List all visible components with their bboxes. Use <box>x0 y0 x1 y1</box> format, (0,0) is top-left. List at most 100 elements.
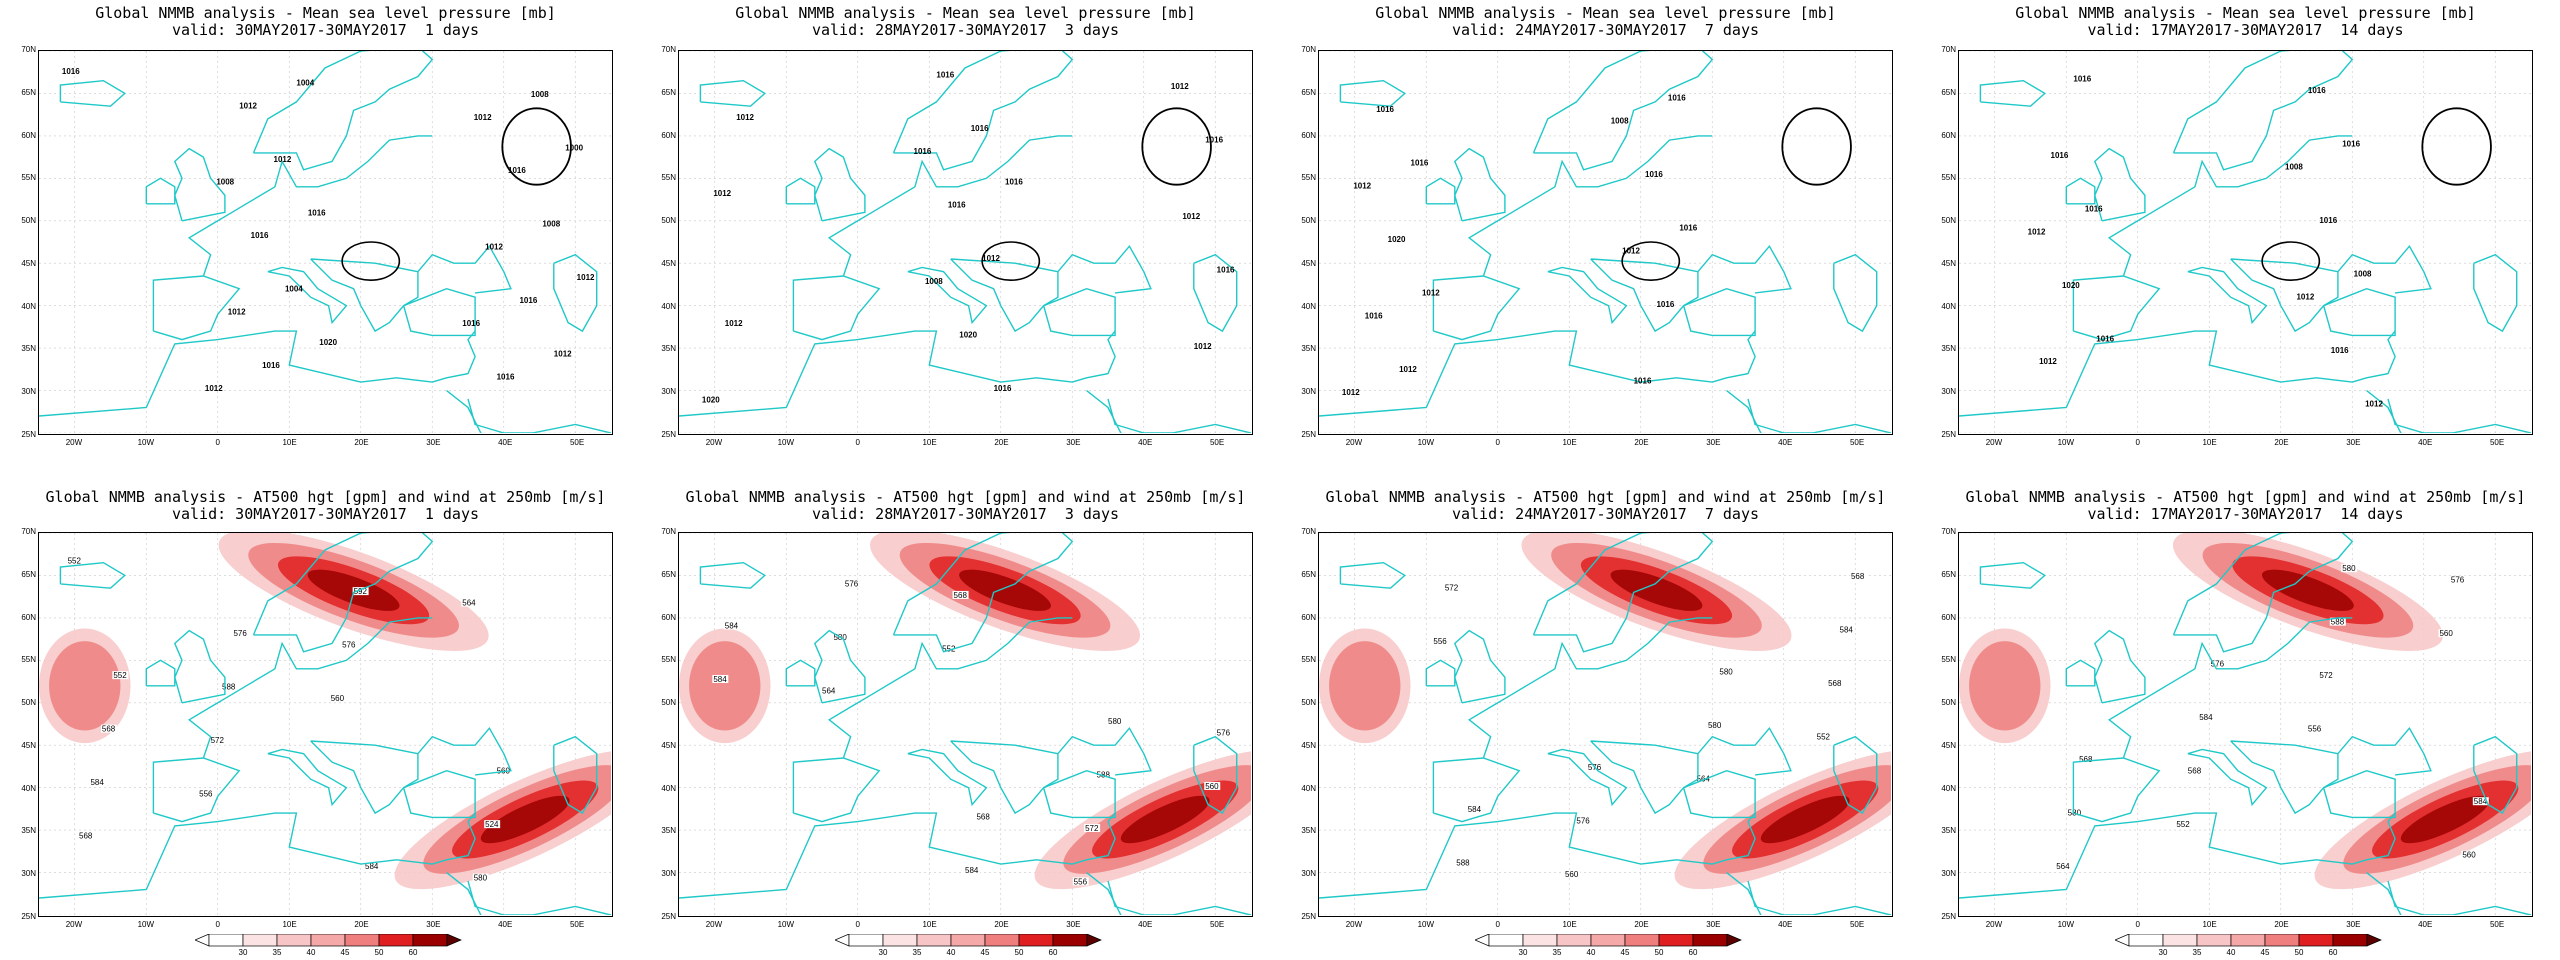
coastline <box>1319 812 1756 899</box>
coastline <box>1432 275 1521 341</box>
label-bg <box>2175 820 2192 829</box>
latitude-tick-label: 45N <box>661 740 676 750</box>
colorbar-swatch <box>1522 933 1558 947</box>
isobar-label: 1012 <box>1399 365 1417 374</box>
colorbar-swatch <box>2196 933 2232 947</box>
isobar-label: 1004 <box>296 78 314 87</box>
coastline <box>2187 748 2268 807</box>
isobar-label: 1000 <box>565 143 583 152</box>
contour-label: 560 <box>2462 851 2476 860</box>
latitude-tick-label: 45N <box>1941 258 1956 268</box>
map-canvas: 552 556 560 564 568 572 576 580 584 588 560 568 576 5… <box>1959 533 2531 915</box>
isobar-label: 1012 <box>1194 342 1212 351</box>
isobar-label: 1020 <box>959 331 977 340</box>
coastline <box>950 258 1059 333</box>
latitude-tick-label: 40N <box>21 783 36 793</box>
latitude-tick-label: 45N <box>21 258 36 268</box>
panel-title: Global NMMB analysis - Mean sea level pr… <box>95 4 556 22</box>
coastline <box>2322 769 2396 819</box>
longitude-tick-label: 30E <box>1066 920 1081 929</box>
map-canvas: 5525565605645685725765805845885765805685… <box>1319 533 1891 915</box>
label-bg <box>2318 671 2335 680</box>
longitude-tick-label: 20W <box>1985 438 2003 447</box>
coastline <box>2172 51 2354 171</box>
longitude-tick-label: 10E <box>922 438 937 447</box>
wind-speed-shade <box>689 641 761 731</box>
coastline <box>1532 533 1714 653</box>
colorbar-label: 30 <box>2158 948 2168 957</box>
z500-map-panel: Global NMMB analysis - AT500 hgt [gpm] a… <box>640 0 1280 960</box>
coastline <box>2366 390 2402 433</box>
coastlines <box>679 51 1251 433</box>
label-bg <box>723 621 740 630</box>
label-bg <box>2438 629 2455 638</box>
label-bg <box>232 629 249 638</box>
coastline <box>1425 177 1456 205</box>
panel-title: Global NMMB analysis - Mean sea level pr… <box>2015 4 2476 22</box>
geopotential-contours: 552 556 560 564 568 572 576 580 584 588 592 524 568 5… <box>66 556 512 883</box>
isobar-label: 1016 <box>936 71 954 80</box>
colorbar-label: 35 <box>2192 948 2202 957</box>
colorbar-arrow-right <box>446 933 462 947</box>
coastline <box>145 177 176 205</box>
coastline <box>1697 244 1792 294</box>
latitude-tick-label: 60N <box>21 612 36 622</box>
isobar-closed <box>501 107 572 186</box>
mslp-map-panel: Global NMMB analysis - Mean sea level pr… <box>1280 0 1920 960</box>
longitude-tick-label: 30E <box>2346 920 2361 929</box>
label-bg <box>1443 583 1460 592</box>
coastline <box>1425 659 1456 687</box>
wind-speed-shade <box>1760 795 1850 844</box>
latitude-tick-label: 40N <box>1941 301 1956 311</box>
latitude-tick-label: 55N <box>1941 173 1956 183</box>
colorbar-swatch <box>1052 933 1088 947</box>
longitude-tick-label: 50E <box>1849 920 1865 929</box>
longitude-tick-label: 10E <box>1562 438 1577 447</box>
coastline <box>2065 659 2096 687</box>
coastline <box>1339 79 1406 107</box>
colorbar-swatches <box>194 933 462 947</box>
label-bg <box>2186 766 2203 775</box>
coastline <box>1107 398 1251 433</box>
isobar-label: 1016 <box>508 166 526 175</box>
latitude-tick-label: 25N <box>661 430 676 439</box>
longitude-tick-label: 10W <box>137 920 155 929</box>
latitude-tick-label: 70N <box>1301 527 1316 536</box>
label-bg <box>1575 816 1592 825</box>
z500-map-panel: Global NMMB analysis - AT500 hgt [gpm] a… <box>0 0 640 960</box>
isobar-label: 1012 <box>1353 182 1371 191</box>
colorbar-label: 40 <box>306 948 316 957</box>
contour-label: 584 <box>2199 713 2213 722</box>
colorbar-label: 60 <box>408 948 418 957</box>
longitude-tick-label: 10E <box>282 920 297 929</box>
coastline <box>59 561 126 589</box>
latitude-tick-label: 65N <box>1301 569 1316 579</box>
contour-label: 564 <box>822 686 836 695</box>
coastlines <box>39 51 611 433</box>
longitude-tick-label: 20W <box>65 438 83 447</box>
isobar-label: 1016 <box>971 124 989 133</box>
wind-speed-shade <box>480 795 570 844</box>
isobar-label: 1016 <box>308 208 326 217</box>
colorbar-arrow-left <box>834 933 850 947</box>
isobar-label: 1016 <box>2331 346 2349 355</box>
panel-valid-period: valid: 24MAY2017-30MAY2017 7 days <box>1451 505 1760 523</box>
coastline <box>2337 726 2432 776</box>
coastline <box>2093 629 2146 704</box>
label-bg <box>2306 724 2323 733</box>
colorbar-label: 30 <box>878 948 888 957</box>
contour-label: 568 <box>2188 767 2202 776</box>
coastline <box>950 740 1059 815</box>
latitude-tick-label: 40N <box>1301 783 1316 793</box>
contour-label: 568 <box>976 813 990 822</box>
latitude-tick-label: 70N <box>21 527 36 536</box>
longitude-tick-label: 30E <box>426 920 441 929</box>
map-frame: 1012 1016 1016 1016 1012 1016 1020 1016 1016 1016… <box>1318 50 1893 435</box>
contour-label: 588 <box>1097 770 1111 779</box>
colorbar-swatch <box>412 933 448 947</box>
longitude-tick-label: 20E <box>354 920 369 929</box>
isobar-label: 1016 <box>462 319 480 328</box>
isobar-label: 1016 <box>2051 151 2069 160</box>
contour-label: 564 <box>1697 774 1711 783</box>
graticule <box>1959 533 2531 915</box>
